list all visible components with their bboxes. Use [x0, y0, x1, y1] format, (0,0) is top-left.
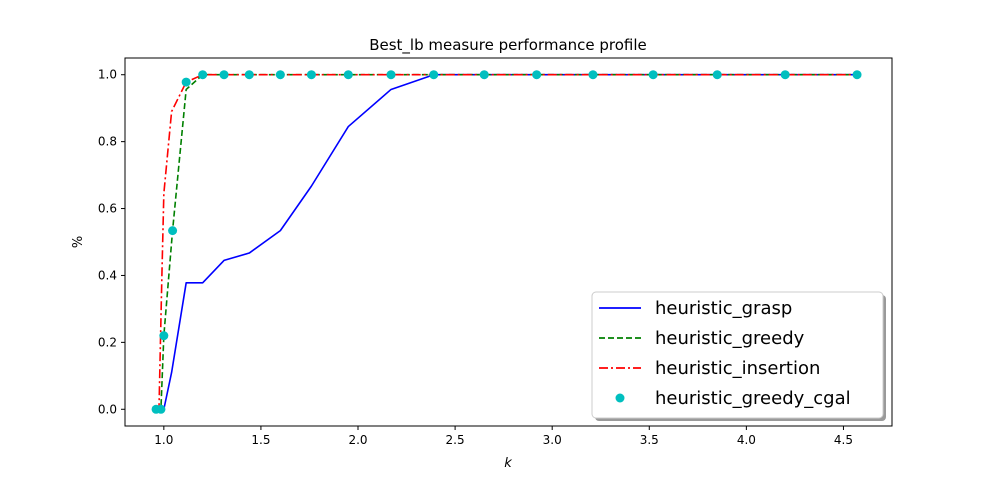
y-tick-label: 0.4 — [98, 268, 117, 282]
data-point-heuristic_greedy_cgal — [343, 70, 353, 80]
data-point-heuristic_greedy_cgal — [386, 70, 396, 80]
y-axis-ticks: 0.0 0.2 0.4 0.6 0.8 1.0 — [98, 68, 125, 416]
data-point-heuristic_greedy_cgal — [429, 70, 439, 80]
data-point-heuristic_greedy_cgal — [648, 70, 658, 80]
y-tick-label: 0.2 — [98, 335, 117, 349]
x-axis-label: k — [504, 456, 512, 471]
legend-marker-heuristic_greedy_cgal — [615, 393, 625, 403]
legend-label: heuristic_greedy — [655, 328, 805, 349]
legend-label: heuristic_grasp — [655, 298, 792, 319]
x-tick-label: 3.0 — [543, 433, 562, 447]
legend-box — [591, 291, 884, 419]
y-tick-label: 0.8 — [98, 135, 117, 149]
y-axis-label: % — [71, 236, 86, 248]
data-point-heuristic_greedy_cgal — [275, 70, 285, 80]
legend-label: heuristic_greedy_cgal — [655, 388, 851, 409]
data-point-heuristic_greedy_cgal — [532, 70, 542, 80]
data-point-heuristic_greedy_cgal — [219, 70, 229, 80]
x-tick-label: 3.5 — [640, 433, 659, 447]
y-tick-label: 0.6 — [98, 202, 117, 216]
plot-markers-group — [151, 70, 862, 414]
x-tick-label: 4.0 — [737, 433, 756, 447]
data-point-heuristic_greedy_cgal — [198, 70, 208, 80]
x-tick-label: 2.5 — [446, 433, 465, 447]
x-tick-label: 2.0 — [348, 433, 367, 447]
legend-label: heuristic_insertion — [655, 358, 820, 379]
data-point-heuristic_greedy_cgal — [181, 77, 191, 87]
x-axis-ticks: 1.0 1.5 2.0 2.5 3.0 3.5 4.0 4.5 — [154, 426, 853, 447]
data-point-heuristic_greedy_cgal — [712, 70, 722, 80]
series-line-heuristic_greedy — [156, 73, 858, 411]
x-tick-label: 1.5 — [251, 433, 270, 447]
data-point-heuristic_greedy_cgal — [156, 404, 166, 414]
data-point-heuristic_greedy_cgal — [479, 70, 489, 80]
data-point-heuristic_greedy_cgal — [780, 70, 790, 80]
y-tick-label: 1.0 — [98, 68, 117, 82]
legend: heuristic_grasp heuristic_greedy heuristic… — [591, 291, 886, 421]
chart-title: Best_lb measure performance profile — [369, 36, 647, 55]
data-point-heuristic_greedy_cgal — [852, 70, 862, 80]
data-point-heuristic_greedy_cgal — [244, 70, 254, 80]
data-point-heuristic_greedy_cgal — [588, 70, 598, 80]
axes-frame — [124, 57, 893, 427]
data-point-heuristic_greedy_cgal — [306, 70, 316, 80]
y-tick-label: 0.0 — [98, 402, 117, 416]
data-point-heuristic_greedy_cgal — [168, 226, 178, 236]
x-tick-label: 4.5 — [834, 433, 853, 447]
data-point-heuristic_greedy_cgal — [159, 331, 169, 341]
x-tick-label: 1.0 — [154, 433, 173, 447]
